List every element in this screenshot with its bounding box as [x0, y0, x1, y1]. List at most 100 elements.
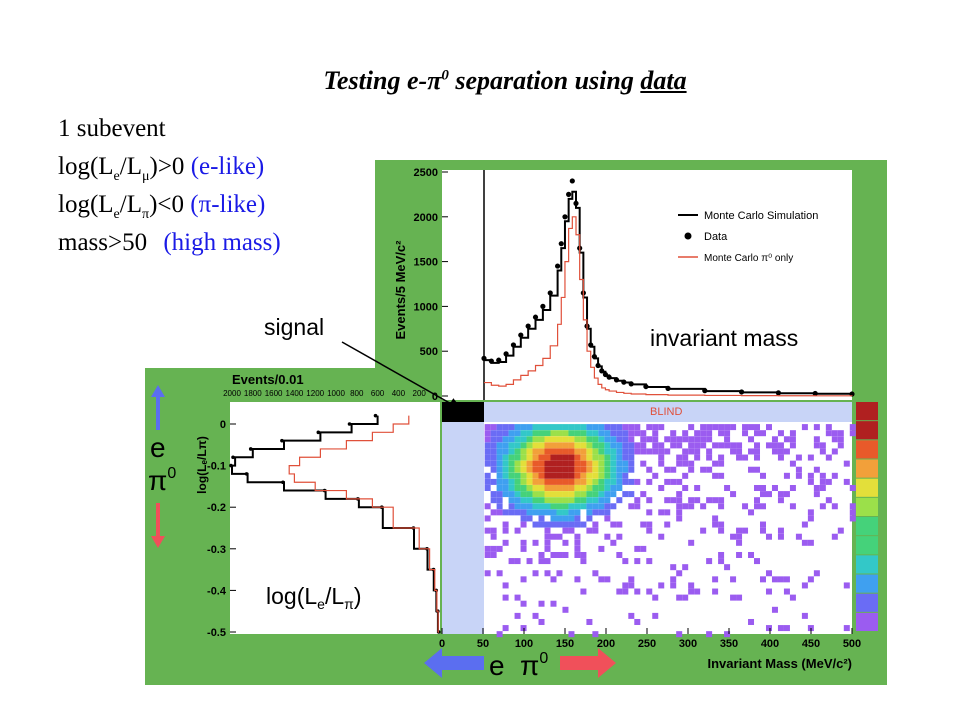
heatmap-cell	[688, 588, 695, 595]
heatmap-cell	[556, 448, 563, 455]
heatmap-cell	[777, 576, 784, 583]
heatmap-cell	[592, 466, 599, 473]
heatmap-cell	[496, 631, 503, 638]
loglike-y-tick-label: -0.5	[207, 627, 226, 639]
heatmap-cell	[544, 478, 551, 485]
heatmap-cell	[682, 594, 689, 601]
heatmap-cell	[568, 509, 575, 516]
heatmap-cell	[598, 478, 605, 485]
loglike-x-tick-label: 1400	[286, 389, 304, 398]
heatmap-cell	[496, 430, 503, 437]
heatmap-cell	[688, 460, 695, 467]
heatmap-cell	[801, 521, 808, 528]
heatmap-cell	[598, 448, 605, 455]
heatmap-cell	[640, 442, 647, 449]
heatmap-cell	[490, 442, 497, 449]
heatmap-cell	[592, 436, 599, 443]
heatmap-cell	[538, 618, 545, 625]
heatmap-cell	[700, 503, 707, 510]
heatmap-cell	[556, 491, 563, 498]
heatmap-cell	[568, 503, 575, 510]
heatmap-x-tick-label: 150	[556, 638, 574, 650]
heatmap-cell	[580, 472, 587, 479]
heatmap-cell	[568, 448, 575, 455]
heatmap-cell	[556, 454, 563, 461]
mass-data-point	[503, 351, 509, 357]
heatmap-cell	[610, 436, 617, 443]
heatmap-cell	[783, 448, 790, 455]
heatmap-cell	[592, 631, 599, 638]
heatmap-cell	[610, 491, 617, 498]
heatmap-cell	[544, 472, 551, 479]
heatmap-cell	[754, 454, 761, 461]
colorbar-segment	[856, 402, 878, 421]
heatmap-cell	[670, 442, 677, 449]
heatmap-cell	[616, 454, 623, 461]
heatmap-cell	[538, 430, 545, 437]
heatmap-cell	[484, 478, 491, 485]
heatmap-cell	[514, 424, 521, 431]
mass-y-tick-label: 500	[420, 346, 438, 358]
heatmap-cell	[580, 551, 587, 558]
heatmap-cell	[789, 436, 796, 443]
heatmap-cell	[754, 442, 761, 449]
heatmap-cell	[622, 460, 629, 467]
heatmap-cell	[508, 497, 515, 504]
loglike-y-tick-label: -0.3	[207, 544, 226, 556]
heatmap-cell	[556, 485, 563, 491]
heatmap-cell	[777, 527, 784, 534]
heatmap-cell	[550, 600, 557, 607]
heatmap-cell	[616, 533, 623, 540]
heatmap-cell	[742, 430, 749, 437]
heatmap-cell	[706, 424, 713, 431]
heatmap-cell	[622, 582, 629, 589]
heatmap-cell	[634, 497, 641, 504]
heatmap-cell	[496, 460, 503, 467]
heatmap-cell	[526, 424, 533, 431]
heatmap-cell	[718, 460, 725, 467]
heatmap-cell	[616, 588, 623, 595]
heatmap-cell	[580, 454, 587, 461]
heatmap-cell	[688, 442, 695, 449]
heatmap-cell	[568, 631, 575, 638]
heatmap-cell	[813, 436, 820, 443]
heatmap-cell	[736, 533, 743, 540]
heatmap-cell	[682, 436, 689, 443]
heatmap-cell	[538, 424, 545, 431]
heatmap-cell	[598, 503, 605, 510]
heatmap-cell	[580, 478, 587, 485]
vertical-pi0-label: π0	[148, 465, 176, 496]
heatmap-cell	[771, 436, 778, 443]
heatmap-cell	[664, 448, 671, 455]
heatmap-cell	[622, 442, 629, 449]
heatmap-cell	[514, 509, 521, 516]
heatmap-cell	[736, 448, 743, 455]
heatmap-cell	[712, 460, 719, 467]
heatmap-cell	[544, 509, 551, 516]
heatmap-cell	[736, 454, 743, 461]
mass-data-point	[569, 178, 575, 184]
invariant-mass-annotation: invariant mass	[650, 325, 798, 351]
heatmap-cell	[706, 430, 713, 437]
heatmap-cell	[670, 576, 677, 583]
heatmap-cell	[550, 466, 557, 473]
loglike-x-tick-label: 600	[371, 389, 385, 398]
heatmap-cell	[508, 430, 515, 437]
heatmap-cell	[598, 472, 605, 479]
heatmap-cell	[724, 430, 731, 437]
mass-data-point	[739, 389, 745, 395]
heatmap-cell	[550, 472, 557, 479]
heatmap-cell	[628, 503, 635, 510]
heatmap-cell	[610, 466, 617, 473]
heatmap-cell	[676, 497, 683, 504]
heatmap-x-tick-label: 450	[802, 638, 820, 650]
heatmap-cell	[789, 460, 796, 467]
mass-data-point	[518, 332, 524, 338]
heatmap-cell	[526, 460, 533, 467]
heatmap-cell	[759, 503, 766, 510]
loglike-y-axis-label: log(Lₑ/Lπ)	[195, 436, 209, 494]
heatmap-cells	[484, 424, 856, 638]
heatmap-cell	[502, 442, 509, 449]
heatmap-cell	[777, 430, 784, 437]
heatmap-cell	[628, 424, 635, 431]
